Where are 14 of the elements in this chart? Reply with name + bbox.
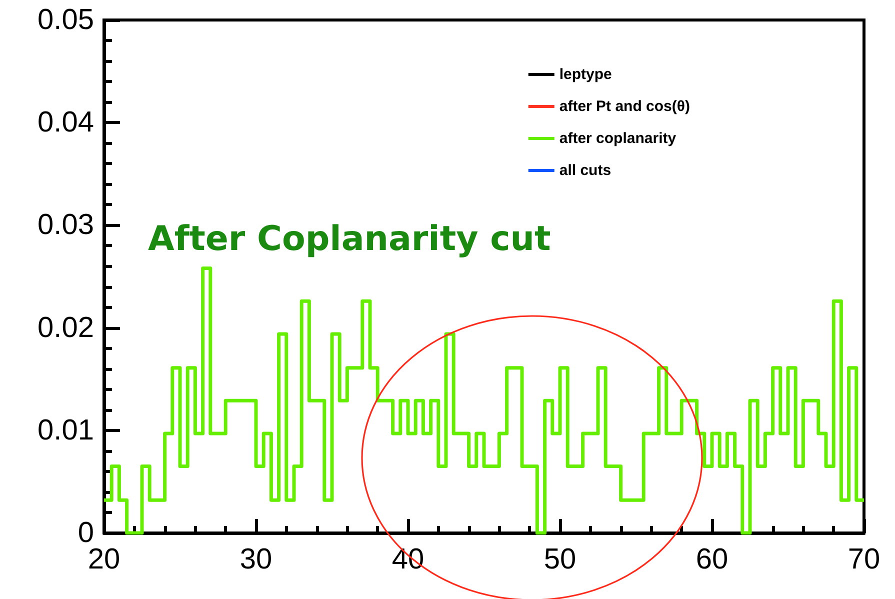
x-tick-label: 30 [240,544,272,576]
y-tick-label: 0.02 [38,312,94,344]
legend-label: after coplanarity [559,130,677,147]
legend-label: after Pt and cos(θ) [559,98,690,115]
legend-label: all cuts [559,162,612,179]
y-tick-label: 0.03 [38,209,94,242]
annotation: After Coplanarity cut [148,219,551,259]
x-tick-label: 60 [696,544,728,576]
y-tick-label: 0.01 [38,414,94,446]
x-tick-label: 70 [848,544,880,576]
legend-label: leptype [559,66,612,83]
x-tick-label: 50 [544,544,576,576]
y-tick-label: 0.04 [38,106,94,139]
y-tick-label: 0.05 [38,4,94,36]
